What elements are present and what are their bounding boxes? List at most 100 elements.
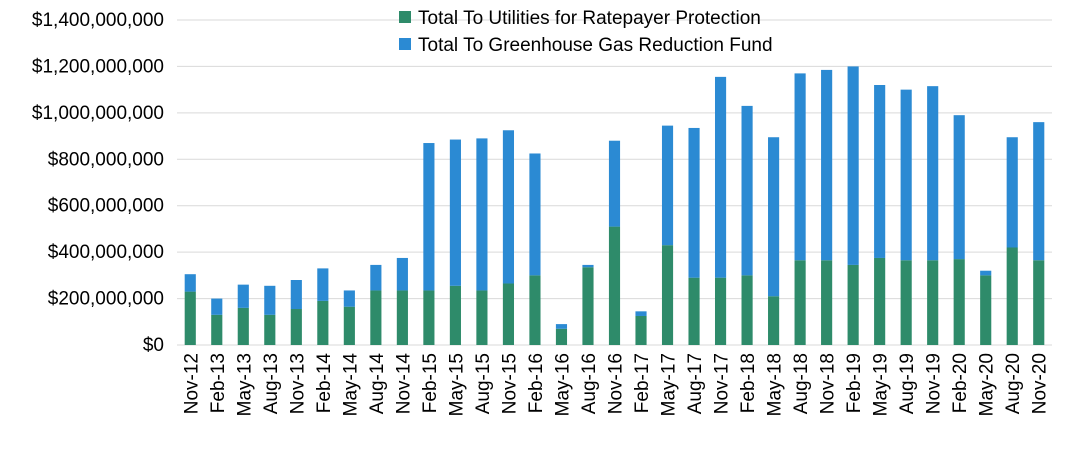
bar-ggrf	[661, 125, 674, 246]
bar-utilities	[688, 277, 700, 345]
bar-ggrf	[423, 143, 435, 291]
x-tick-label: May-19	[871, 353, 892, 416]
x-tick-label: Feb-15	[420, 353, 441, 413]
bar-utilities	[237, 307, 249, 345]
bar-utilities	[502, 283, 515, 345]
x-axis: Nov-12 Feb-13 May-13 Aug-13 Nov-13 Feb-14 May-…	[181, 353, 1050, 417]
bar-utilities	[635, 315, 647, 345]
y-tick-label: $800,000,000	[48, 149, 164, 170]
bar-ggrf	[237, 284, 249, 308]
x-tick-label: Nov-13	[287, 353, 308, 414]
x-tick-label: Nov-12	[181, 353, 202, 414]
bar-utilities	[290, 309, 302, 345]
legend-entry-utilities: Total To Utilities for Ratepayer Protect…	[399, 8, 761, 29]
y-tick-label: $600,000,000	[48, 196, 164, 217]
bar-ggrf	[980, 270, 992, 276]
bar-utilities	[449, 285, 461, 345]
x-tick-label: Aug-19	[897, 353, 918, 414]
bar-ggrf	[555, 324, 568, 329]
legend: Total To Utilities for Ratepayer Protect…	[399, 8, 773, 56]
bar-utilities	[768, 296, 780, 345]
x-tick-label: May-15	[446, 353, 467, 416]
x-tick-label: Aug-20	[1003, 353, 1024, 414]
x-tick-label: Feb-17	[632, 353, 653, 413]
bar-utilities	[1033, 260, 1045, 345]
bar-utilities	[1006, 247, 1018, 345]
x-tick-label: Aug-17	[685, 353, 706, 414]
bar-utilities	[714, 277, 727, 345]
x-tick-label: Aug-18	[791, 353, 812, 414]
bar-utilities	[661, 245, 674, 345]
bar-ggrf	[370, 264, 382, 291]
x-tick-label: Feb-14	[314, 353, 335, 414]
y-tick-label: $400,000,000	[48, 242, 164, 263]
x-tick-label: Nov-19	[924, 353, 945, 414]
x-tick-label: Nov-16	[606, 353, 627, 414]
bar-utilities	[980, 275, 992, 345]
bar-ggrf	[741, 105, 753, 276]
bar-utilities	[927, 260, 939, 345]
x-tick-label: May-18	[765, 353, 786, 416]
x-tick-label: Aug-14	[367, 353, 388, 415]
bar-utilities	[264, 314, 276, 345]
legend-label-ggrf: Total To Greenhouse Gas Reduction Fund	[418, 35, 773, 56]
x-tick-label: Nov-18	[818, 353, 839, 414]
bar-utilities	[582, 267, 594, 345]
bar-utilities	[370, 290, 382, 345]
legend-entry-ggrf: Total To Greenhouse Gas Reduction Fund	[399, 35, 773, 56]
x-tick-label: May-16	[552, 353, 573, 416]
x-tick-label: Aug-16	[579, 353, 600, 414]
bar-utilities	[847, 264, 859, 345]
y-axis: $0 $200,000,000 $400,000,000 $600,000,000 $8…	[32, 10, 164, 356]
x-tick-label: Aug-13	[261, 353, 282, 414]
bar-utilities	[555, 328, 568, 345]
x-tick-label: May-13	[234, 353, 255, 416]
bar-ggrf	[714, 76, 727, 278]
bar-utilities	[794, 260, 806, 345]
bar-ggrf	[768, 137, 780, 297]
legend-swatch-ggrf	[399, 38, 411, 50]
bar-ggrf	[953, 115, 965, 260]
bar-utilities	[396, 290, 408, 345]
bar-utilities	[476, 290, 488, 345]
x-tick-label: Nov-14	[393, 353, 414, 415]
x-tick-label: Feb-13	[208, 353, 229, 413]
bar-ggrf	[449, 139, 461, 286]
x-tick-label: May-17	[659, 353, 680, 416]
bar-ggrf	[608, 140, 621, 227]
bar-ggrf	[1006, 137, 1018, 248]
bar-ggrf	[290, 280, 302, 310]
bar-ggrf	[476, 138, 488, 291]
x-tick-label: Feb-19	[844, 353, 865, 413]
bar-utilities	[423, 290, 435, 345]
bar-ggrf	[847, 66, 859, 265]
x-tick-label: Feb-20	[950, 353, 971, 413]
y-tick-label: $200,000,000	[48, 289, 164, 310]
x-tick-label: Aug-15	[473, 353, 494, 414]
bar-utilities	[529, 275, 541, 345]
bar-ggrf	[794, 73, 806, 261]
bar-utilities	[317, 300, 329, 345]
y-tick-label: $1,000,000,000	[32, 103, 164, 124]
bars	[184, 66, 1045, 345]
bar-ggrf	[821, 69, 833, 261]
bar-ggrf	[900, 89, 912, 261]
bar-utilities	[184, 291, 196, 345]
x-tick-label: May-14	[340, 353, 361, 417]
x-tick-label: Nov-15	[499, 353, 520, 414]
bar-ggrf	[184, 274, 196, 292]
bar-utilities	[821, 260, 833, 345]
legend-swatch-utilities	[399, 11, 411, 23]
bar-ggrf	[688, 127, 700, 278]
x-tick-label: Feb-16	[526, 353, 547, 413]
bar-ggrf	[927, 86, 939, 261]
bar-utilities	[211, 314, 223, 345]
bar-utilities	[608, 226, 621, 345]
bar-utilities	[900, 260, 912, 345]
bar-ggrf	[343, 290, 355, 307]
x-tick-label: Nov-20	[1030, 353, 1051, 414]
x-tick-label: Nov-17	[712, 353, 733, 414]
bar-utilities	[874, 257, 886, 345]
